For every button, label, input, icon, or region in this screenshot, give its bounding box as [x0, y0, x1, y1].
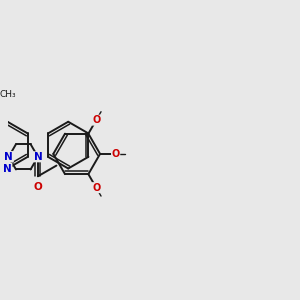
Text: N: N [4, 152, 13, 162]
Text: N: N [4, 152, 13, 162]
Text: CH₃: CH₃ [0, 90, 16, 99]
Text: O: O [92, 115, 100, 125]
Text: O: O [92, 183, 100, 193]
Text: O: O [34, 182, 42, 192]
Text: N: N [3, 164, 12, 173]
Text: O: O [112, 149, 120, 159]
Text: N: N [34, 152, 42, 162]
